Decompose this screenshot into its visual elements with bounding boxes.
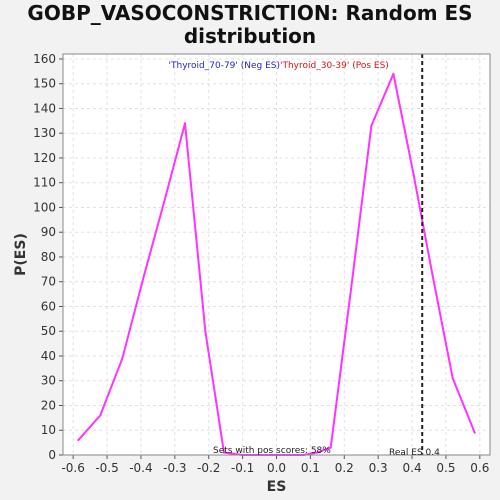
tick-labels: 0 10 20 30 40 50 60 70 80 90 100 110 120 130 140 150 160…: [33, 52, 489, 475]
data-point: [473, 431, 476, 434]
x-tick-label: 0.5: [436, 461, 455, 475]
x-tick-label: -0.1: [231, 461, 254, 475]
chart-title: GOBP_VASOCONSTRICTION: Random ES distrib…: [0, 2, 500, 48]
legend-neg-es: 'Thyroid_70-79' (Neg ES): [169, 61, 280, 71]
y-tick-label: 0: [48, 448, 56, 462]
y-tick-label: 70: [41, 275, 56, 289]
x-tick-label: -0.2: [197, 461, 220, 475]
y-tick-label: 100: [33, 200, 56, 214]
y-tick-label: 110: [33, 176, 56, 190]
data-point: [163, 199, 166, 202]
data-point: [316, 451, 319, 454]
x-tick-label: 0.0: [267, 461, 286, 475]
axes: [59, 53, 491, 459]
x-tick-label: -0.4: [129, 461, 152, 475]
y-tick-label: 80: [41, 250, 56, 264]
y-tick-label: 60: [41, 299, 56, 313]
data-point: [392, 72, 395, 75]
y-tick-label: 10: [41, 423, 56, 437]
data-point: [350, 288, 353, 291]
y-tick-label: 150: [33, 77, 56, 91]
x-tick-label: -0.6: [61, 461, 84, 475]
real-es-label: Real ES 0.4: [389, 448, 440, 458]
data-point: [143, 273, 146, 276]
data-point: [412, 174, 415, 177]
data-point: [121, 357, 124, 360]
chart-title-line1: GOBP_VASOCONSTRICTION: Random ES: [27, 1, 473, 25]
y-tick-label: 50: [41, 324, 56, 338]
data-point: [431, 273, 434, 276]
labels: ES P(ES) 'Thyroid_70-79' (Neg ES) 'Thyroid_…: [13, 61, 440, 495]
x-tick-label: 0.3: [369, 461, 388, 475]
y-tick-label: 140: [33, 101, 56, 115]
y-tick-label: 30: [41, 374, 56, 388]
data-point: [329, 446, 332, 449]
y-tick-label: 160: [33, 52, 56, 66]
data-point: [77, 439, 80, 442]
x-axis-title: ES: [267, 479, 287, 495]
y-tick-label: 120: [33, 151, 56, 165]
x-tick-label: 0.6: [470, 461, 489, 475]
plot-frame: [62, 53, 491, 456]
y-tick-label: 90: [41, 225, 56, 239]
data-point: [99, 414, 102, 417]
data-point: [204, 330, 207, 333]
x-tick-label: -0.3: [163, 461, 186, 475]
x-tick-label: -0.5: [95, 461, 118, 475]
legend-pos-es: 'Thyroid_30-39' (Pos ES): [280, 61, 389, 71]
x-tick-label: 0.2: [335, 461, 354, 475]
y-axis-title: P(ES): [13, 233, 29, 276]
data-point: [370, 124, 373, 127]
data-point: [184, 122, 186, 125]
chart-title-line2: distribution: [183, 24, 317, 48]
x-tick-label: 0.4: [403, 461, 422, 475]
pos-scores-annotation: Sets with pos scores: 58%: [213, 446, 331, 456]
y-tick-label: 130: [33, 126, 56, 140]
x-tick-label: 0.1: [301, 461, 320, 475]
y-tick-label: 20: [41, 398, 56, 412]
data-point: [451, 377, 454, 380]
y-tick-label: 40: [41, 349, 56, 363]
data-point: [222, 451, 225, 454]
